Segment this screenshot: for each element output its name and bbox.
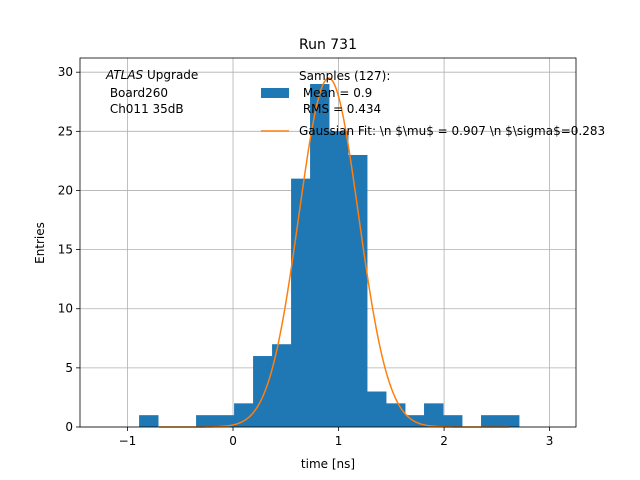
annotation-upgrade: Upgrade xyxy=(143,68,198,82)
y-tick-label: 30 xyxy=(58,65,73,79)
histogram-bar xyxy=(291,178,311,427)
legend-samples-line2: Mean = 0.9 xyxy=(299,86,372,100)
legend: Samples (127): Mean = 0.9 RMS = 0.434 Ga… xyxy=(261,69,605,138)
y-axis-label: Entries xyxy=(33,222,47,264)
histogram-bar xyxy=(348,154,368,427)
y-tick-label: 0 xyxy=(65,420,73,434)
x-tick-label: 1 xyxy=(335,434,343,448)
histogram-bar xyxy=(253,356,273,427)
y-tick-label: 25 xyxy=(58,124,73,138)
histogram-bar xyxy=(310,84,330,428)
y-tick-label: 10 xyxy=(58,302,73,316)
legend-samples-swatch xyxy=(261,88,289,98)
x-tick-label: 0 xyxy=(229,434,237,448)
histogram-bar xyxy=(424,403,444,427)
x-tick-label: −1 xyxy=(119,434,137,448)
histogram-bar xyxy=(139,415,159,427)
legend-samples-line1: Samples (127): xyxy=(299,69,390,83)
histogram-bar xyxy=(386,403,406,427)
x-tick-label: 3 xyxy=(546,434,554,448)
histogram-bar xyxy=(500,415,520,427)
legend-samples-line3: RMS = 0.434 xyxy=(299,102,381,116)
histogram-bar xyxy=(234,403,254,427)
histogram-bar xyxy=(329,131,349,428)
plot-frame xyxy=(79,57,577,428)
x-tick-label: 2 xyxy=(440,434,448,448)
annotation-atlas: ATLAS xyxy=(105,68,144,82)
histogram-bar xyxy=(215,415,235,427)
histogram-bar xyxy=(443,415,463,427)
chart-title: Run 731 xyxy=(299,37,357,53)
x-axis-label: time [ns] xyxy=(301,457,355,471)
histogram-bar xyxy=(196,415,216,427)
y-tick-label: 15 xyxy=(58,243,73,257)
svg-text:ATLAS Upgrade: ATLAS Upgrade xyxy=(105,68,198,82)
histogram-bar xyxy=(272,344,292,427)
atlas-annotation: ATLAS Upgrade Board260 Ch011 35dB xyxy=(105,68,198,116)
annotation-channel: Ch011 35dB xyxy=(106,102,184,116)
y-tick-label: 20 xyxy=(58,183,73,197)
annotation-board: Board260 xyxy=(106,86,168,100)
y-tick-label: 5 xyxy=(65,361,73,375)
histogram-bar xyxy=(367,391,387,427)
histogram-bar xyxy=(481,415,501,427)
legend-fit-label: Gaussian Fit: \n $\mu$ = 0.907 \n $\sigm… xyxy=(299,124,605,138)
